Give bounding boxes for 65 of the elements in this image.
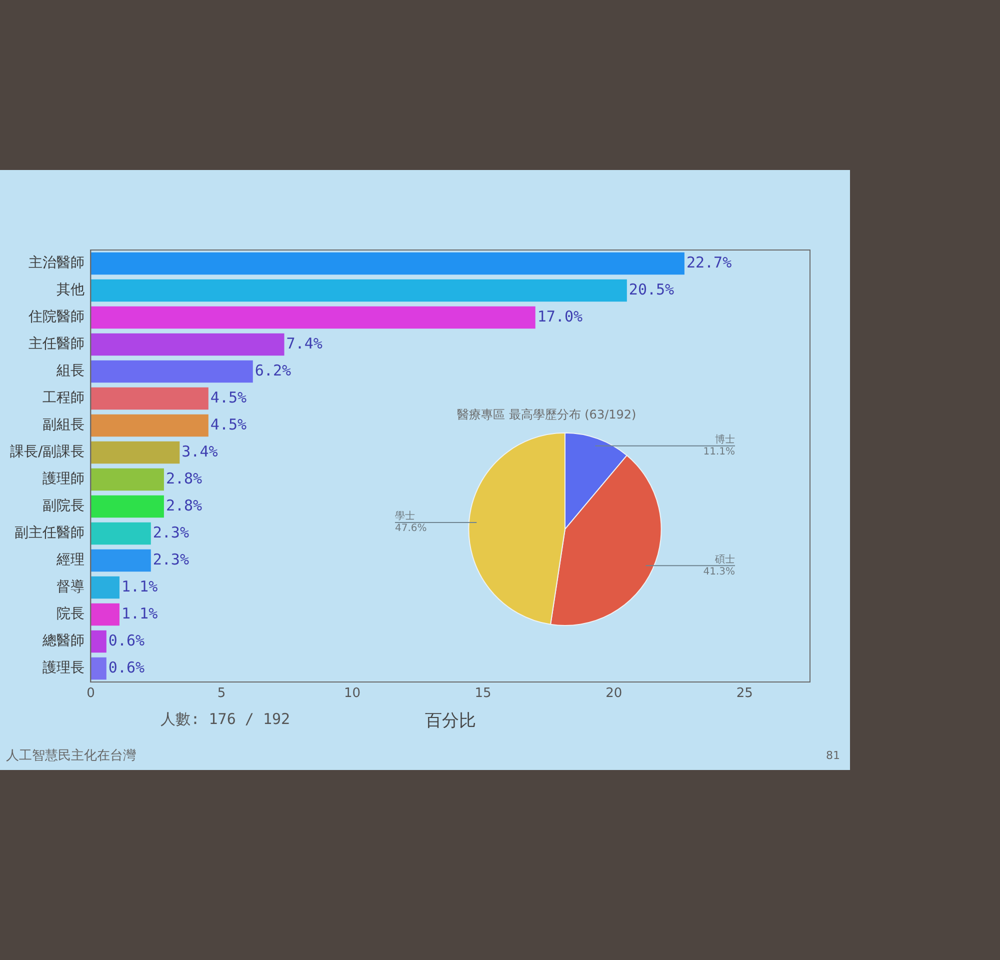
data-label: 3.4% bbox=[182, 442, 218, 460]
bar bbox=[90, 306, 536, 329]
data-label: 6.2% bbox=[254, 361, 292, 380]
y-tick-label: 組長 bbox=[56, 363, 85, 380]
bar bbox=[90, 657, 106, 680]
slice-label: 碩士 bbox=[714, 553, 735, 566]
text: 人數: 176 / 192 bbox=[160, 710, 290, 728]
y-tick-label: 總醫師 bbox=[42, 633, 85, 650]
bar bbox=[90, 495, 164, 518]
data-label: 2.3% bbox=[152, 523, 189, 542]
chart-title: 醫療專區 最高學歷分布 (63/192) bbox=[457, 407, 636, 422]
data-label: 20.5% bbox=[628, 280, 674, 298]
y-tick-label: 主任醫師 bbox=[28, 336, 85, 352]
data-label: 22.7% bbox=[686, 253, 732, 272]
bar bbox=[90, 414, 208, 437]
y-tick-label: 主治醫師 bbox=[28, 255, 85, 272]
slice-label: 博士 bbox=[715, 434, 735, 446]
y-tick-label: 課長/副課長 bbox=[10, 444, 85, 460]
data-label: 0.6% bbox=[108, 658, 145, 676]
bar bbox=[90, 468, 164, 491]
y-tick-label: 督導 bbox=[56, 579, 85, 596]
y-tick-label: 副組長 bbox=[42, 417, 85, 434]
y-tick-label: 護理長 bbox=[42, 660, 85, 676]
slice-label: 學士 bbox=[395, 510, 415, 522]
x-tick-label: 15 bbox=[474, 686, 492, 702]
x-axis-title: 百分比 bbox=[424, 711, 476, 732]
x-tick-label: 0 bbox=[86, 686, 95, 702]
data-label: 2.8% bbox=[166, 496, 202, 514]
bar bbox=[90, 252, 684, 275]
data-label: 4.5% bbox=[210, 388, 247, 406]
y-tick-label: 院長 bbox=[56, 606, 85, 622]
bar bbox=[90, 630, 106, 653]
y-tick-label: 副院長 bbox=[42, 498, 85, 514]
text: 人工智慧民主化在台灣 bbox=[6, 747, 136, 764]
data-label: 7.4% bbox=[286, 334, 322, 352]
x-tick-label: 5 bbox=[217, 686, 226, 702]
x-tick-label: 10 bbox=[344, 686, 361, 702]
y-tick-label: 護理師 bbox=[42, 471, 85, 488]
y-tick-label: 經理 bbox=[56, 552, 85, 568]
y-tick-label: 住院醫師 bbox=[28, 309, 85, 326]
bar bbox=[90, 333, 284, 356]
bar bbox=[90, 279, 627, 302]
bar bbox=[90, 549, 151, 572]
data-label: 4.5% bbox=[210, 415, 247, 434]
bar bbox=[90, 387, 208, 410]
data-label: 11.1% bbox=[703, 446, 735, 458]
data-label: 1.1% bbox=[121, 577, 158, 596]
y-tick-label: 副主任醫師 bbox=[14, 525, 85, 542]
x-tick-label: 25 bbox=[736, 686, 753, 702]
data-label: 2.8% bbox=[166, 469, 202, 488]
bar bbox=[90, 360, 253, 383]
bar bbox=[90, 576, 120, 599]
data-label: 47.6% bbox=[395, 523, 427, 534]
y-tick-label: 其他 bbox=[56, 282, 85, 298]
bar bbox=[90, 603, 120, 626]
data-label: 1.1% bbox=[121, 604, 158, 622]
bar bbox=[90, 441, 180, 464]
data-label: 41.3% bbox=[703, 566, 735, 578]
x-tick-label: 20 bbox=[606, 686, 622, 702]
data-label: 2.3% bbox=[152, 550, 189, 568]
text: 81 bbox=[826, 748, 840, 762]
data-label: 0.6% bbox=[108, 631, 145, 650]
bar bbox=[90, 522, 151, 545]
y-tick-label: 工程師 bbox=[42, 390, 85, 406]
data-label: 17.0% bbox=[537, 307, 583, 326]
